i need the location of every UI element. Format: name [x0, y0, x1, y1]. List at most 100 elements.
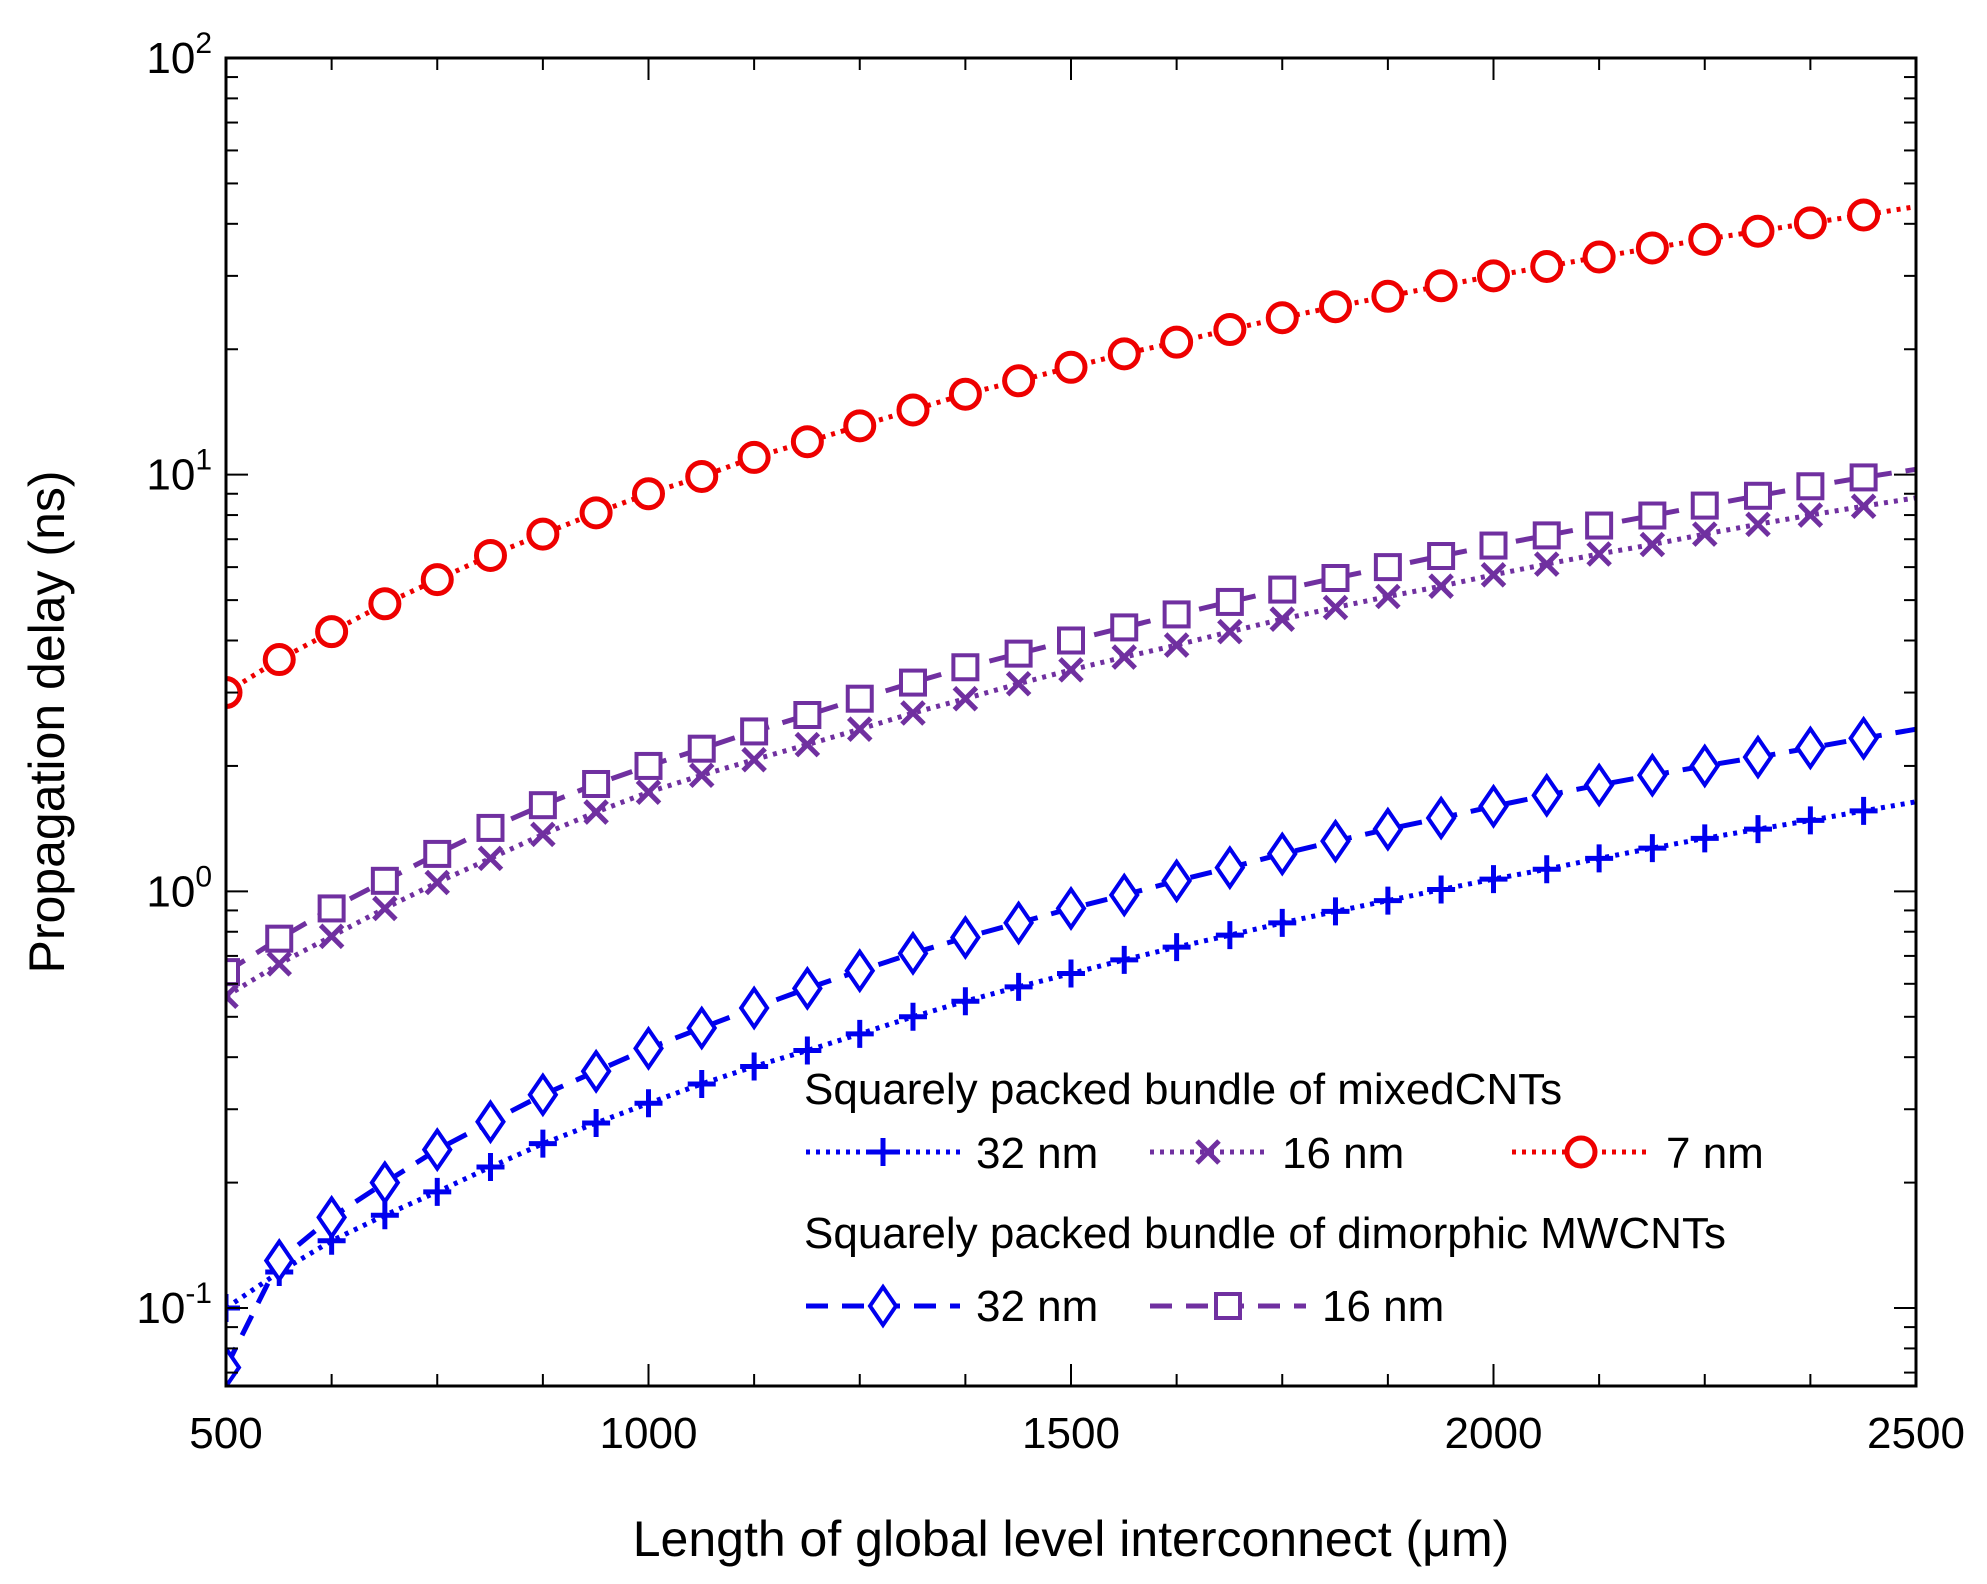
data-point	[1635, 231, 1669, 265]
series-1	[226, 493, 1916, 1010]
data-point	[1742, 734, 1774, 780]
data-point	[790, 425, 824, 459]
legend-samples	[806, 1135, 1650, 1329]
data-point	[740, 717, 769, 746]
data-point	[370, 866, 399, 895]
legend-sample-marker	[1195, 1139, 1221, 1165]
data-point	[1320, 818, 1351, 864]
data-point	[794, 731, 821, 758]
data-point	[476, 1153, 505, 1182]
data-point	[634, 751, 663, 780]
x-axis-title: Length of global level interconnect (μm)	[633, 1511, 1510, 1567]
data-point	[1110, 613, 1139, 642]
data-point	[1793, 206, 1827, 240]
data-point	[1322, 594, 1349, 621]
data-point	[1268, 908, 1297, 937]
data-point	[1162, 933, 1191, 962]
legend-sample-marker	[869, 1138, 897, 1166]
data-point	[1215, 921, 1244, 950]
data-point	[898, 1002, 927, 1031]
data-point	[846, 716, 873, 742]
data-point	[423, 839, 452, 868]
legend-sample-marker	[1214, 1292, 1242, 1320]
data-point	[1318, 290, 1352, 324]
axes-layer	[224, 56, 1918, 1388]
data-point	[1849, 796, 1878, 825]
data-point	[420, 563, 454, 597]
data-point	[1743, 481, 1772, 510]
legend-label-dimorphic-32nm: 32 nm	[976, 1282, 1098, 1331]
data-point	[1479, 531, 1508, 560]
series-4	[226, 463, 1916, 987]
data-point	[1217, 618, 1243, 645]
data-point	[266, 951, 293, 977]
data-point	[1268, 575, 1297, 604]
legend-label-mixed-7nm: 7 nm	[1666, 1129, 1764, 1178]
data-point	[226, 983, 239, 1010]
data-point	[1110, 945, 1139, 974]
data-point	[476, 813, 505, 842]
data-point	[1213, 313, 1247, 347]
data-point	[791, 965, 823, 1011]
data-point	[1638, 834, 1667, 863]
data-point	[1321, 897, 1350, 926]
data-point	[318, 923, 345, 950]
data-point	[1690, 824, 1719, 853]
data-point	[1107, 337, 1141, 371]
data-point	[1850, 493, 1877, 520]
data-point	[738, 985, 770, 1031]
data-point	[793, 1036, 822, 1065]
data-point	[1266, 831, 1298, 877]
data-point	[315, 615, 349, 649]
data-point	[579, 496, 613, 530]
x-tick-label: 1000	[600, 1409, 698, 1458]
data-point	[1002, 364, 1036, 398]
data-point	[1054, 350, 1088, 384]
data-point	[477, 845, 504, 872]
y-tick-label: 10-1	[136, 1277, 212, 1333]
data-point	[1375, 583, 1401, 610]
data-point	[1794, 725, 1826, 771]
legend-label-mixed-16nm: 16 nm	[1282, 1129, 1404, 1178]
data-point	[226, 958, 240, 987]
data-point	[740, 1052, 769, 1081]
data-point	[1005, 670, 1032, 697]
data-point	[1848, 715, 1880, 761]
data-point	[1743, 815, 1772, 844]
legend-title-mixedcnt: Squarely packed bundle of mixedCNTs	[804, 1065, 1562, 1114]
data-point	[526, 517, 560, 551]
data-point	[1585, 844, 1614, 873]
x-tick-label: 500	[189, 1409, 262, 1458]
data-point	[687, 1069, 716, 1098]
data-point	[1427, 542, 1456, 571]
data-point	[1638, 501, 1667, 530]
data-point	[1582, 240, 1616, 274]
data-point	[1849, 463, 1878, 492]
data-point	[951, 987, 980, 1016]
data-point	[1055, 885, 1087, 931]
data-point	[898, 668, 927, 697]
data-point	[1163, 632, 1190, 658]
data-point	[1532, 855, 1561, 884]
data-point	[1479, 865, 1508, 894]
data-point	[528, 791, 557, 820]
data-point	[688, 762, 715, 788]
data-point	[845, 684, 874, 713]
x-tick-label: 1500	[1022, 1409, 1120, 1458]
y-tick-label: 101	[146, 444, 212, 500]
legend-label-mixed-32nm: 32 nm	[976, 1129, 1098, 1178]
legend-sample-marker	[1564, 1135, 1598, 1169]
data-point	[1532, 521, 1561, 550]
data-point	[1111, 644, 1137, 670]
legend-sample-marker	[867, 1283, 899, 1329]
data-point	[793, 701, 822, 730]
data-point	[530, 821, 556, 848]
data-point	[1057, 959, 1085, 988]
data-point	[473, 538, 507, 572]
data-point	[952, 685, 979, 712]
data-point	[1477, 259, 1510, 293]
data-point	[1372, 806, 1404, 852]
data-point	[1796, 806, 1825, 835]
data-point	[1480, 562, 1507, 588]
data-point	[635, 779, 662, 805]
